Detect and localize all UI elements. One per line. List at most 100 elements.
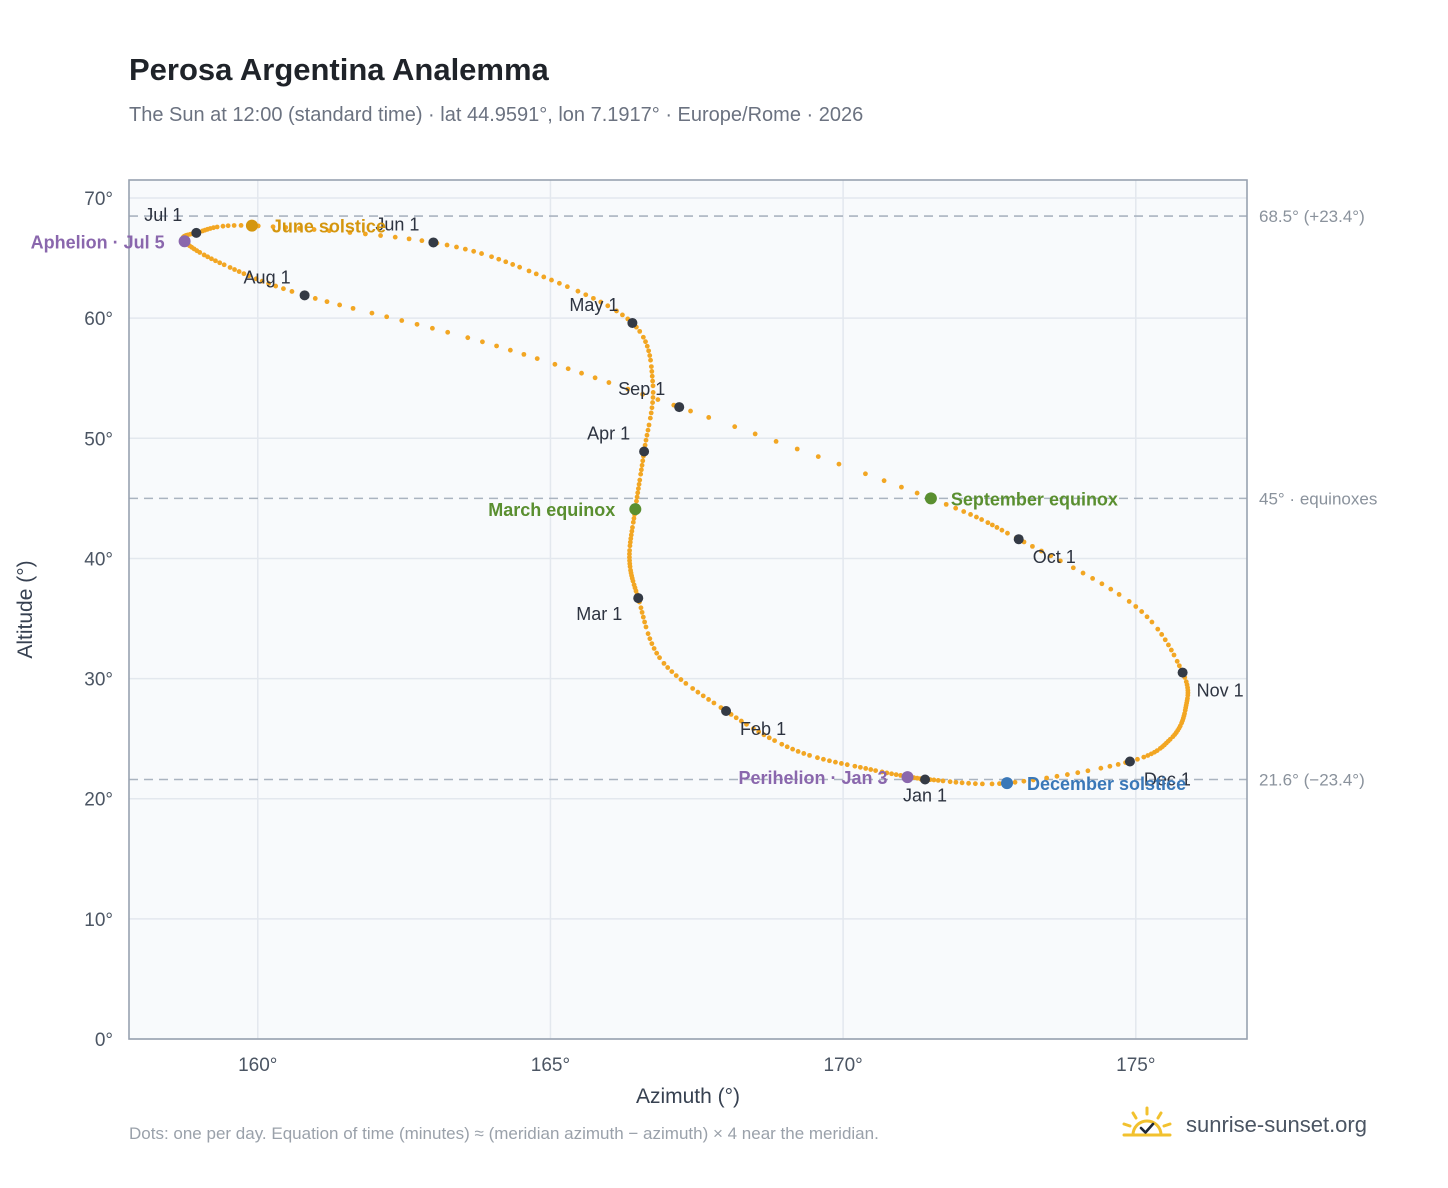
month-marker <box>299 290 310 301</box>
daily-sun-dot <box>953 779 959 785</box>
daily-sun-dot <box>638 471 644 477</box>
daily-sun-dot <box>362 231 368 237</box>
daily-sun-dot <box>784 744 790 750</box>
daily-sun-dot <box>649 405 655 411</box>
daily-sun-dot <box>614 308 619 314</box>
daily-sun-dot <box>628 536 634 542</box>
daily-sun-dot <box>1080 570 1086 576</box>
daily-sun-dot <box>579 370 584 376</box>
daily-sun-dot <box>583 292 589 298</box>
month-marker <box>1013 534 1024 545</box>
month-marker <box>428 237 439 248</box>
daily-sun-dot <box>627 543 633 549</box>
daily-sun-dot <box>985 520 991 526</box>
daily-sun-dot <box>706 697 711 702</box>
daily-sun-dot <box>378 233 383 238</box>
daily-sun-dot <box>347 230 353 235</box>
y-tick-label: 30° <box>84 670 113 691</box>
daily-sun-dot <box>517 264 523 270</box>
y-tick-label: 0° <box>95 1030 113 1051</box>
y-axis-title: Altitude (°) <box>14 560 37 658</box>
daily-sun-dot <box>649 373 655 379</box>
daily-sun-dot <box>972 781 978 787</box>
equinox-marker <box>924 492 937 505</box>
daily-sun-dot <box>592 375 598 381</box>
daily-sun-dot <box>974 514 979 520</box>
daily-sun-dot <box>650 390 656 395</box>
daily-sun-dot <box>979 517 985 522</box>
daily-sun-dot <box>213 258 218 264</box>
daily-sun-dot <box>205 254 211 260</box>
daily-sun-dot <box>678 677 684 682</box>
daily-sun-dot <box>241 271 247 277</box>
daily-sun-dot <box>1166 642 1171 648</box>
daily-sun-dot <box>751 726 756 732</box>
daily-sun-dot <box>629 528 635 534</box>
daily-sun-dot <box>655 397 661 402</box>
daily-sun-dot <box>1155 626 1161 632</box>
equinox-marker <box>629 503 642 516</box>
x-tick-label: 165° <box>531 1055 570 1076</box>
daily-sun-dot <box>549 277 554 283</box>
month-label: Dec 1 <box>1144 769 1191 789</box>
daily-sun-dot <box>253 276 259 282</box>
daily-sun-dot <box>1030 777 1036 783</box>
daily-sun-dot <box>794 446 800 452</box>
month-marker <box>1177 667 1188 678</box>
daily-sun-dot <box>821 756 826 762</box>
month-label: Aug 1 <box>244 267 291 287</box>
daily-sun-dot <box>429 325 435 331</box>
daily-sun-dot <box>627 539 633 545</box>
daily-sun-dot <box>638 467 644 473</box>
month-marker <box>633 593 644 604</box>
solstice-marker <box>1001 777 1014 790</box>
daily-sun-dot <box>801 751 807 756</box>
daily-sun-dot <box>642 619 647 625</box>
plot-frame <box>128 179 1248 1040</box>
daily-sun-dot <box>471 248 477 254</box>
daily-sun-dot <box>369 310 375 316</box>
daily-sun-dot <box>695 689 701 695</box>
daily-sun-dot <box>935 777 941 783</box>
month-label: Sep 1 <box>618 379 665 399</box>
brand-logo[interactable]: sunrise-sunset.org <box>1120 1103 1367 1147</box>
daily-sun-dot <box>227 265 233 270</box>
daily-sun-dot <box>1099 581 1105 587</box>
daily-sun-dot <box>246 273 252 279</box>
daily-sun-dot <box>968 512 973 517</box>
month-marker <box>1124 756 1135 767</box>
daily-sun-dot <box>914 490 920 496</box>
daily-sun-dot <box>337 302 343 308</box>
daily-sun-dot <box>688 408 693 414</box>
daily-sun-dot <box>994 525 1000 530</box>
daily-sun-dot <box>236 269 242 274</box>
solstice-marker <box>245 219 258 232</box>
daily-sun-dot <box>640 614 646 620</box>
daily-sun-dot <box>844 762 850 768</box>
daily-sun-dot <box>630 519 636 525</box>
reference-line-label: 21.6° (−23.4°) <box>1259 770 1365 789</box>
daily-sun-dot <box>494 343 499 349</box>
month-label: Jan 1 <box>903 785 947 805</box>
plot-area <box>129 180 1247 1039</box>
daily-sun-dot <box>999 527 1005 533</box>
daily-sun-dot <box>628 532 634 538</box>
daily-sun-dot <box>863 471 868 477</box>
daily-sun-dot <box>384 314 390 320</box>
daily-sun-dot <box>773 439 779 444</box>
daily-sun-dot <box>634 498 639 504</box>
y-tick-label: 70° <box>84 189 113 210</box>
daily-sun-dot <box>637 328 643 334</box>
sunrise-icon <box>1122 1106 1172 1137</box>
daily-sun-dot <box>510 262 516 267</box>
daily-sun-dot <box>881 478 887 484</box>
daily-sun-dot <box>598 299 604 305</box>
daily-sun-dot <box>661 660 667 666</box>
daily-sun-dot <box>943 501 949 507</box>
daily-sun-dot <box>637 477 643 483</box>
daily-sun-dot <box>700 693 706 699</box>
daily-sun-dot <box>650 383 656 389</box>
apsis-marker <box>178 235 191 248</box>
daily-sun-dot <box>556 280 562 286</box>
daily-sun-dot <box>201 252 207 258</box>
